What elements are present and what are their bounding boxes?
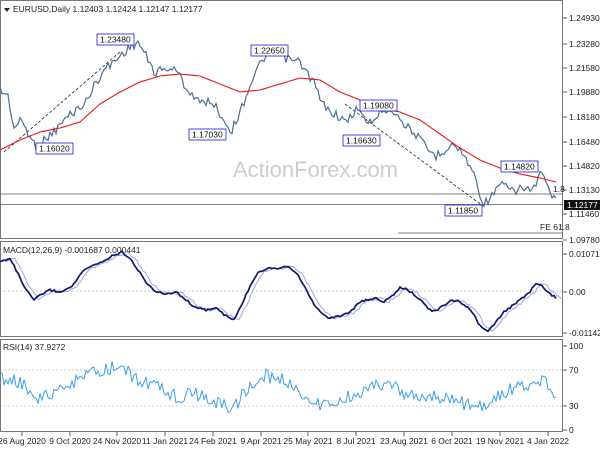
price-tick-label: 1.14820 bbox=[569, 161, 600, 171]
macd-signal-series bbox=[4, 251, 562, 332]
macd-tick-label: -0.011424 bbox=[569, 328, 600, 338]
price-tick-label: 1.09780 bbox=[569, 235, 600, 245]
time-tick-label: 19 Nov 2021 bbox=[476, 436, 524, 446]
time-tick-label: 6 Oct 2021 bbox=[431, 436, 473, 446]
svg-text:1.17030: 1.17030 bbox=[192, 130, 223, 140]
rsi-tick-label: 100 bbox=[569, 341, 583, 351]
chart-menu-icon[interactable] bbox=[4, 8, 10, 12]
time-tick-label: 4 Jan 2022 bbox=[527, 436, 569, 446]
macd-header: MACD(12,26,9) -0.001687 0.000441 bbox=[3, 245, 141, 255]
svg-text:1.14820: 1.14820 bbox=[504, 162, 535, 172]
fib-label: 1.8 bbox=[553, 184, 565, 194]
rsi-tick-label: 70 bbox=[569, 365, 579, 375]
annotation-1: 1.23480 bbox=[96, 33, 135, 46]
time-tick-label: 11 Jan 2021 bbox=[142, 436, 188, 446]
svg-text:1.23480: 1.23480 bbox=[100, 35, 131, 45]
trend-line-down bbox=[344, 103, 484, 207]
time-tick-label: 24 Feb 2021 bbox=[189, 436, 237, 446]
macd-y-axis: 0.010715 0.00 -0.011424 bbox=[563, 249, 600, 338]
price-tick-label: 1.11460 bbox=[569, 209, 599, 219]
price-tick-label: 1.24930 bbox=[569, 13, 600, 23]
rsi-tick-label: 30 bbox=[569, 401, 579, 411]
annotation-3: 1.16020 bbox=[35, 142, 74, 155]
trend-line-up bbox=[3, 51, 121, 153]
price-panel bbox=[0, 0, 563, 239]
rsi-y-axis: 100 70 30 0 bbox=[563, 341, 583, 435]
rsi-panel bbox=[0, 339, 563, 432]
macd-tick-label: 0.010715 bbox=[569, 249, 600, 259]
annotation-7: 1.14820 bbox=[500, 160, 539, 173]
macd-tick-label: 0.00 bbox=[569, 287, 586, 297]
price-tick-label: 1.21580 bbox=[569, 63, 600, 73]
time-tick-label: 25 May 2021 bbox=[283, 436, 332, 446]
annotation-4: 1.17030 bbox=[188, 128, 227, 141]
time-axis: 26 Aug 2020 9 Oct 2020 24 Nov 2020 11 Jan 2… bbox=[0, 432, 569, 446]
svg-text:1.16020: 1.16020 bbox=[39, 144, 70, 154]
time-tick-label: 9 Apr 2021 bbox=[240, 436, 281, 446]
rsi-series bbox=[0, 361, 557, 413]
price-tick-label: 1.13130 bbox=[569, 185, 600, 195]
time-tick-label: 8 Jul 2021 bbox=[336, 436, 375, 446]
macd-series bbox=[0, 249, 557, 333]
svg-text:1.12177: 1.12177 bbox=[567, 200, 598, 210]
time-tick-label: 26 Aug 2020 bbox=[0, 436, 46, 446]
annotation-8: 1.11850 bbox=[444, 204, 483, 217]
rsi-header: RSI(14) 37.9272 bbox=[3, 342, 66, 352]
price-tick-label: 1.18180 bbox=[569, 112, 600, 122]
current-price-marker: 1.12177 bbox=[564, 200, 600, 210]
svg-text:1.22650: 1.22650 bbox=[254, 46, 285, 56]
rsi-tick-label: 0 bbox=[569, 425, 574, 435]
price-y-axis: 1.24930 1.23280 1.21580 1.19880 1.18180 1.164… bbox=[563, 13, 600, 245]
time-tick-label: 23 Aug 2021 bbox=[380, 436, 428, 446]
svg-text:1.11850: 1.11850 bbox=[448, 206, 478, 216]
time-tick-label: 9 Oct 2020 bbox=[49, 436, 91, 446]
price-tick-label: 1.16480 bbox=[569, 137, 600, 147]
svg-text:1.16630: 1.16630 bbox=[346, 136, 377, 146]
annotation-2: 1.22650 bbox=[250, 44, 289, 57]
price-tick-label: 1.23280 bbox=[569, 39, 600, 49]
time-tick-label: 24 Nov 2020 bbox=[93, 436, 141, 446]
macd-panel bbox=[0, 241, 563, 337]
price-header: EURUSD,Daily 1.12403 1.12424 1.12147 1.1… bbox=[13, 4, 203, 14]
annotation-5: 1.19080 bbox=[359, 99, 398, 112]
moving-average-series bbox=[0, 73, 557, 183]
fe-label: FE 61.8 bbox=[540, 222, 570, 232]
price-tick-label: 1.19880 bbox=[569, 87, 600, 97]
annotation-6: 1.16630 bbox=[342, 134, 381, 147]
svg-text:1.19080: 1.19080 bbox=[363, 101, 394, 111]
watermark: ActionForex.com bbox=[233, 157, 398, 182]
